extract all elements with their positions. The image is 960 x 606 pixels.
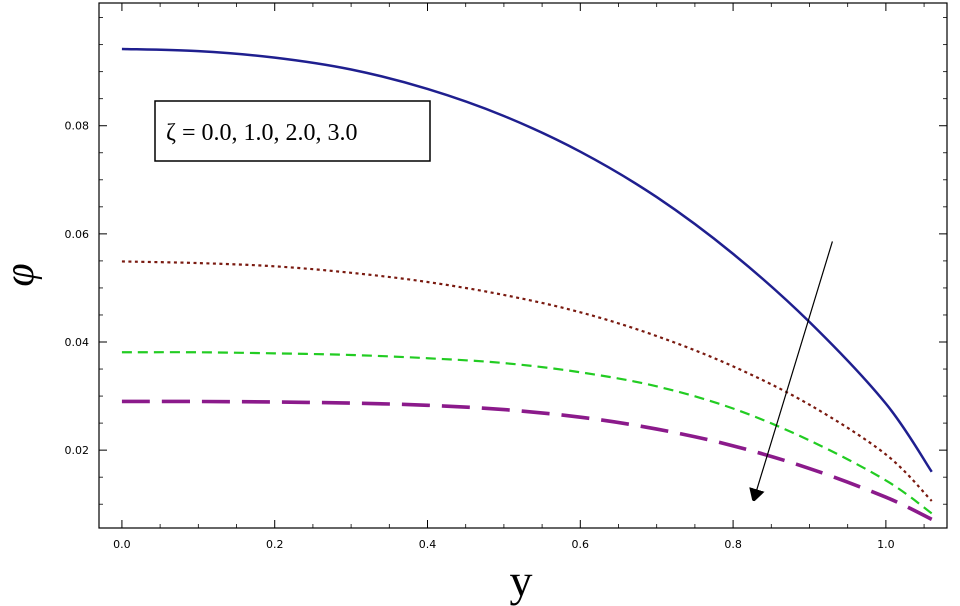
x-tick-label: 0.4	[419, 538, 437, 551]
x-tick-label: 0.0	[113, 538, 131, 551]
legend-annotation: ζ = 0.0, 1.0, 2.0, 3.0	[166, 120, 357, 146]
y-tick-label: 0.06	[65, 228, 90, 241]
y-tick-label: 0.02	[65, 444, 90, 457]
legend-frame	[154, 100, 431, 162]
x-axis-title: y	[510, 555, 533, 606]
series-line-1	[121, 47, 933, 473]
trend-arrow	[756, 241, 833, 492]
legend-box: ζ = 0.0, 1.0, 2.0, 3.0	[154, 100, 431, 162]
y-tick-label: 0.04	[65, 336, 90, 349]
series-line-2	[121, 260, 933, 502]
y-axis-title: φ	[0, 263, 43, 286]
x-tick-label: 1.0	[877, 538, 895, 551]
x-tick-label: 0.8	[724, 538, 742, 551]
series-line-3	[121, 351, 933, 515]
y-tick-label: 0.08	[65, 120, 90, 133]
plot-frame	[98, 2, 948, 529]
x-tick-label: 0.6	[572, 538, 590, 551]
series-layer	[121, 47, 933, 521]
series-line-4	[121, 399, 933, 521]
ticks-layer: 0.0 0.2 0.4 0.6 0.8 1.0 0.02 0.04 0.06 0.08	[65, 3, 947, 551]
x-tick-label: 0.2	[266, 538, 284, 551]
